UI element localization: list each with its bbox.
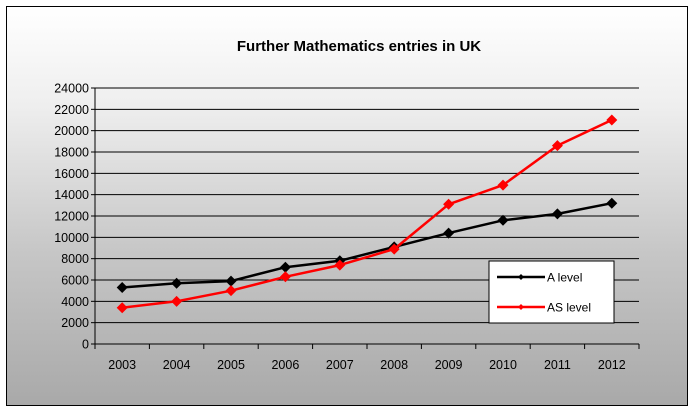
y-tick-label: 14000	[54, 188, 89, 202]
chart-title: Further Mathematics entries in UK	[237, 38, 481, 55]
legend-label-a-level: A level	[547, 271, 582, 285]
x-tick-label: 2007	[326, 358, 354, 372]
data-point-as-level	[334, 259, 346, 271]
x-tick-label: 2003	[108, 358, 136, 372]
legend-marker-a-level	[518, 274, 524, 280]
data-point-a-level	[171, 277, 183, 289]
y-tick-label: 4000	[61, 295, 89, 309]
y-tick-label: 6000	[61, 274, 89, 288]
x-tick-label: 2006	[271, 358, 299, 372]
data-point-as-level	[443, 198, 455, 210]
y-tick-label: 22000	[54, 103, 89, 117]
data-point-as-level	[279, 271, 291, 283]
data-point-a-level	[225, 275, 237, 287]
data-point-a-level	[279, 261, 291, 273]
series-line-a-level	[122, 201, 613, 289]
data-point-as-level	[497, 179, 509, 191]
y-axis-ticks: 0 2000 4000 6000 8000 10000 12000 14000 16000 180…	[54, 82, 95, 352]
legend-box	[488, 260, 615, 324]
y-tick-label: 16000	[54, 167, 89, 181]
legend: A level AS level	[488, 260, 615, 324]
data-point-a-level	[606, 197, 618, 209]
data-point-as-level	[116, 302, 128, 314]
data-point-as-level	[171, 295, 183, 307]
data-point-a-level	[497, 214, 509, 226]
series-layer	[116, 114, 618, 314]
x-tick-label: 2004	[163, 358, 191, 372]
line-chart: Further Mathematics entries in UK 0 2000 4…	[54, 38, 640, 372]
x-axis-ticks: 2003 2004 2005 2006 2007 2008 2009 2010 2011 2012	[94, 344, 640, 372]
y-tick-label: 20000	[54, 124, 89, 138]
data-point-as-level	[388, 243, 400, 255]
chart-area: Further Mathematics entries in UK 0 2000 4…	[6, 6, 688, 406]
y-tick-label: 24000	[54, 82, 89, 96]
gridlines	[95, 87, 639, 324]
y-tick-label: 18000	[54, 146, 89, 160]
y-tick-label: 0	[82, 338, 89, 352]
legend-marker-as-level	[518, 304, 524, 310]
data-point-a-level	[443, 227, 455, 239]
x-tick-label: 2012	[598, 358, 626, 372]
data-point-as-level	[606, 114, 618, 126]
y-tick-label: 10000	[54, 231, 89, 245]
x-tick-label: 2009	[435, 358, 463, 372]
data-point-a-level	[551, 208, 563, 220]
series-line-as-level	[122, 118, 613, 309]
x-tick-label: 2005	[217, 358, 245, 372]
y-tick-label: 12000	[54, 210, 89, 224]
data-point-as-level	[551, 140, 563, 152]
data-point-a-level	[116, 281, 128, 293]
data-point-as-level	[225, 285, 237, 297]
x-tick-label: 2011	[544, 358, 571, 372]
y-tick-label: 2000	[61, 316, 89, 330]
x-tick-label: 2008	[380, 358, 408, 372]
legend-label-as-level: AS level	[547, 301, 591, 315]
x-tick-label: 2010	[489, 358, 517, 372]
y-tick-label: 8000	[61, 252, 89, 266]
